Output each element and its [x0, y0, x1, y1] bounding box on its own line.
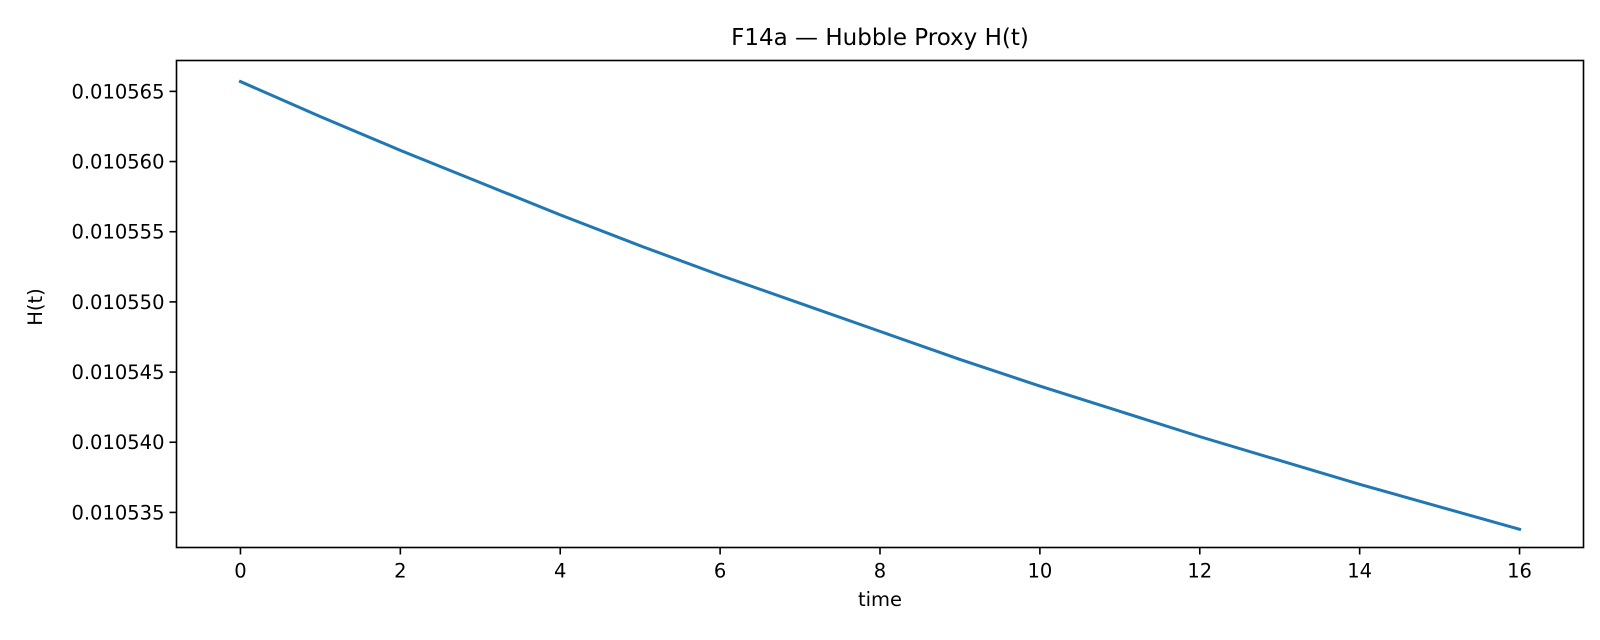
y-tick-label: 0.010535 [71, 501, 164, 524]
y-tick-label: 0.010565 [71, 80, 164, 103]
chart-title: F14a — Hubble Proxy H(t) [731, 25, 1029, 51]
x-tick-label: 12 [1187, 560, 1212, 583]
y-tick-label: 0.010545 [71, 361, 164, 384]
x-axis-ticks: 0 2 4 6 8 10 12 14 16 [234, 547, 1532, 583]
y-tick-label: 0.010550 [71, 291, 164, 314]
plot-frame [175, 59, 1585, 549]
y-tick-label: 0.010560 [71, 151, 164, 174]
series-layer [238, 79, 1522, 532]
y-axis-label: H(t) [24, 288, 47, 326]
x-tick-label: 2 [394, 560, 406, 583]
x-tick-label: 14 [1347, 560, 1372, 583]
series-line-0 [238, 79, 1522, 532]
y-tick-label: 0.010555 [71, 221, 164, 244]
x-tick-label: 8 [874, 560, 886, 583]
y-axis-ticks: 0.010535 0.010540 0.010545 0.010550 0.010555… [71, 80, 177, 524]
x-tick-label: 6 [714, 560, 726, 583]
y-tick-label: 0.010540 [71, 431, 164, 454]
x-tick-label: 0 [234, 560, 246, 583]
x-tick-label: 16 [1507, 560, 1532, 583]
x-axis-label: time [858, 588, 902, 611]
x-tick-label: 10 [1027, 560, 1052, 583]
x-tick-label: 4 [554, 560, 566, 583]
